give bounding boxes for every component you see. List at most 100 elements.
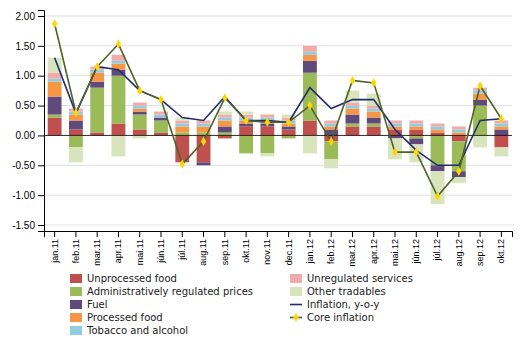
marker (180, 160, 185, 169)
x-tick: mai.12 (390, 231, 400, 266)
bar (197, 162, 211, 165)
x-axis: jan.11feb.11mar.11apr.11mai.11jún.11júl.… (45, 231, 513, 267)
x-tick-mark (416, 231, 417, 237)
bar (154, 132, 168, 135)
y-tick-mark (38, 106, 44, 107)
grid-line (44, 45, 512, 46)
bar (431, 126, 445, 129)
x-tick-mark (267, 231, 268, 237)
y-tick-label: 1.00 (16, 70, 36, 81)
legend-item: Fuel (70, 299, 107, 310)
bar-series (48, 61, 509, 177)
marker (329, 137, 334, 146)
bar (324, 121, 338, 124)
grid-line (44, 15, 512, 16)
bar (431, 135, 445, 165)
plot: -1.50-1.00-0.500.000.501.001.502.00jan.1… (12, 11, 512, 267)
bar-series (48, 52, 509, 133)
marks (44, 19, 512, 204)
bar (409, 138, 423, 144)
bar (303, 46, 317, 52)
grid (44, 16, 512, 225)
x-tick-mark (75, 231, 76, 237)
bar (48, 118, 62, 136)
marker (158, 95, 163, 104)
legend-swatch (70, 287, 82, 296)
legend-label: Other tradables (307, 286, 386, 297)
bar (133, 129, 147, 135)
x-tick: mar.12 (347, 231, 357, 267)
marker (137, 86, 142, 95)
x-tick-mark (54, 231, 55, 237)
bar (112, 123, 126, 135)
bar (409, 135, 423, 138)
y-tick: 1.00 (16, 70, 44, 81)
marker (307, 101, 312, 110)
legend-item: Tobacco and alcohol (70, 325, 188, 336)
bar-series (48, 73, 487, 172)
y-tick-label: 0.50 (16, 100, 36, 111)
x-tick-label: okt.12 (496, 239, 506, 264)
bar (260, 115, 274, 118)
x-tick: sep.11 (220, 231, 230, 265)
bar (218, 115, 232, 118)
bar (69, 147, 83, 162)
bar (452, 132, 466, 135)
x-tick-mark (501, 231, 502, 237)
bar (367, 118, 381, 124)
bar (218, 135, 232, 138)
y-tick-mark (38, 195, 44, 196)
x-tick: aug.12 (454, 231, 464, 267)
x-tick-mark (97, 231, 98, 237)
x-tick-mark (246, 231, 247, 237)
chart-container: -1.50-1.00-0.500.000.501.001.502.00jan.1… (0, 0, 524, 342)
grid-line (44, 135, 512, 136)
x-tick: aug.11 (198, 231, 208, 266)
y-tick: 0.00 (16, 130, 44, 141)
bar (431, 132, 445, 135)
y-tick-mark (38, 16, 44, 17)
marker (456, 167, 461, 176)
marker (286, 118, 291, 127)
marker (201, 137, 206, 146)
bar (260, 126, 274, 135)
bar (133, 112, 147, 115)
y-tick: -1.50 (12, 220, 44, 231)
bar (112, 61, 126, 64)
x-tick-label: sep.11 (220, 239, 230, 265)
bar (282, 135, 296, 138)
bar (90, 82, 104, 88)
marker (52, 19, 57, 28)
bar (303, 55, 317, 61)
marker (435, 192, 440, 201)
bar (346, 115, 360, 124)
bar (154, 121, 168, 133)
line (55, 58, 502, 166)
legend-marker (293, 313, 298, 322)
x-tick-mark (352, 231, 353, 237)
bar (494, 126, 508, 129)
bar (282, 129, 296, 135)
bar (90, 132, 104, 135)
x-tick-label: feb.12 (326, 239, 336, 264)
y-tick-label: -1.50 (12, 220, 35, 231)
bar (367, 109, 381, 112)
line (55, 24, 502, 197)
x-tick: okt.12 (496, 231, 506, 264)
bar (282, 126, 296, 129)
marker (477, 81, 482, 90)
x-tick-label: jan.12 (305, 239, 315, 265)
bar (175, 123, 189, 126)
y-tick-label: -1.00 (12, 190, 35, 201)
bar (367, 112, 381, 118)
x-tick-label: dec.11 (284, 239, 294, 265)
bar (431, 165, 445, 171)
bar (409, 123, 423, 126)
bar (239, 135, 253, 153)
legend-label: Processed food (87, 312, 163, 323)
bar (303, 61, 317, 73)
x-tick-mark (118, 231, 119, 237)
bar (133, 109, 147, 112)
x-tick-mark (224, 231, 225, 237)
x-tick: júl.11 (177, 231, 187, 261)
